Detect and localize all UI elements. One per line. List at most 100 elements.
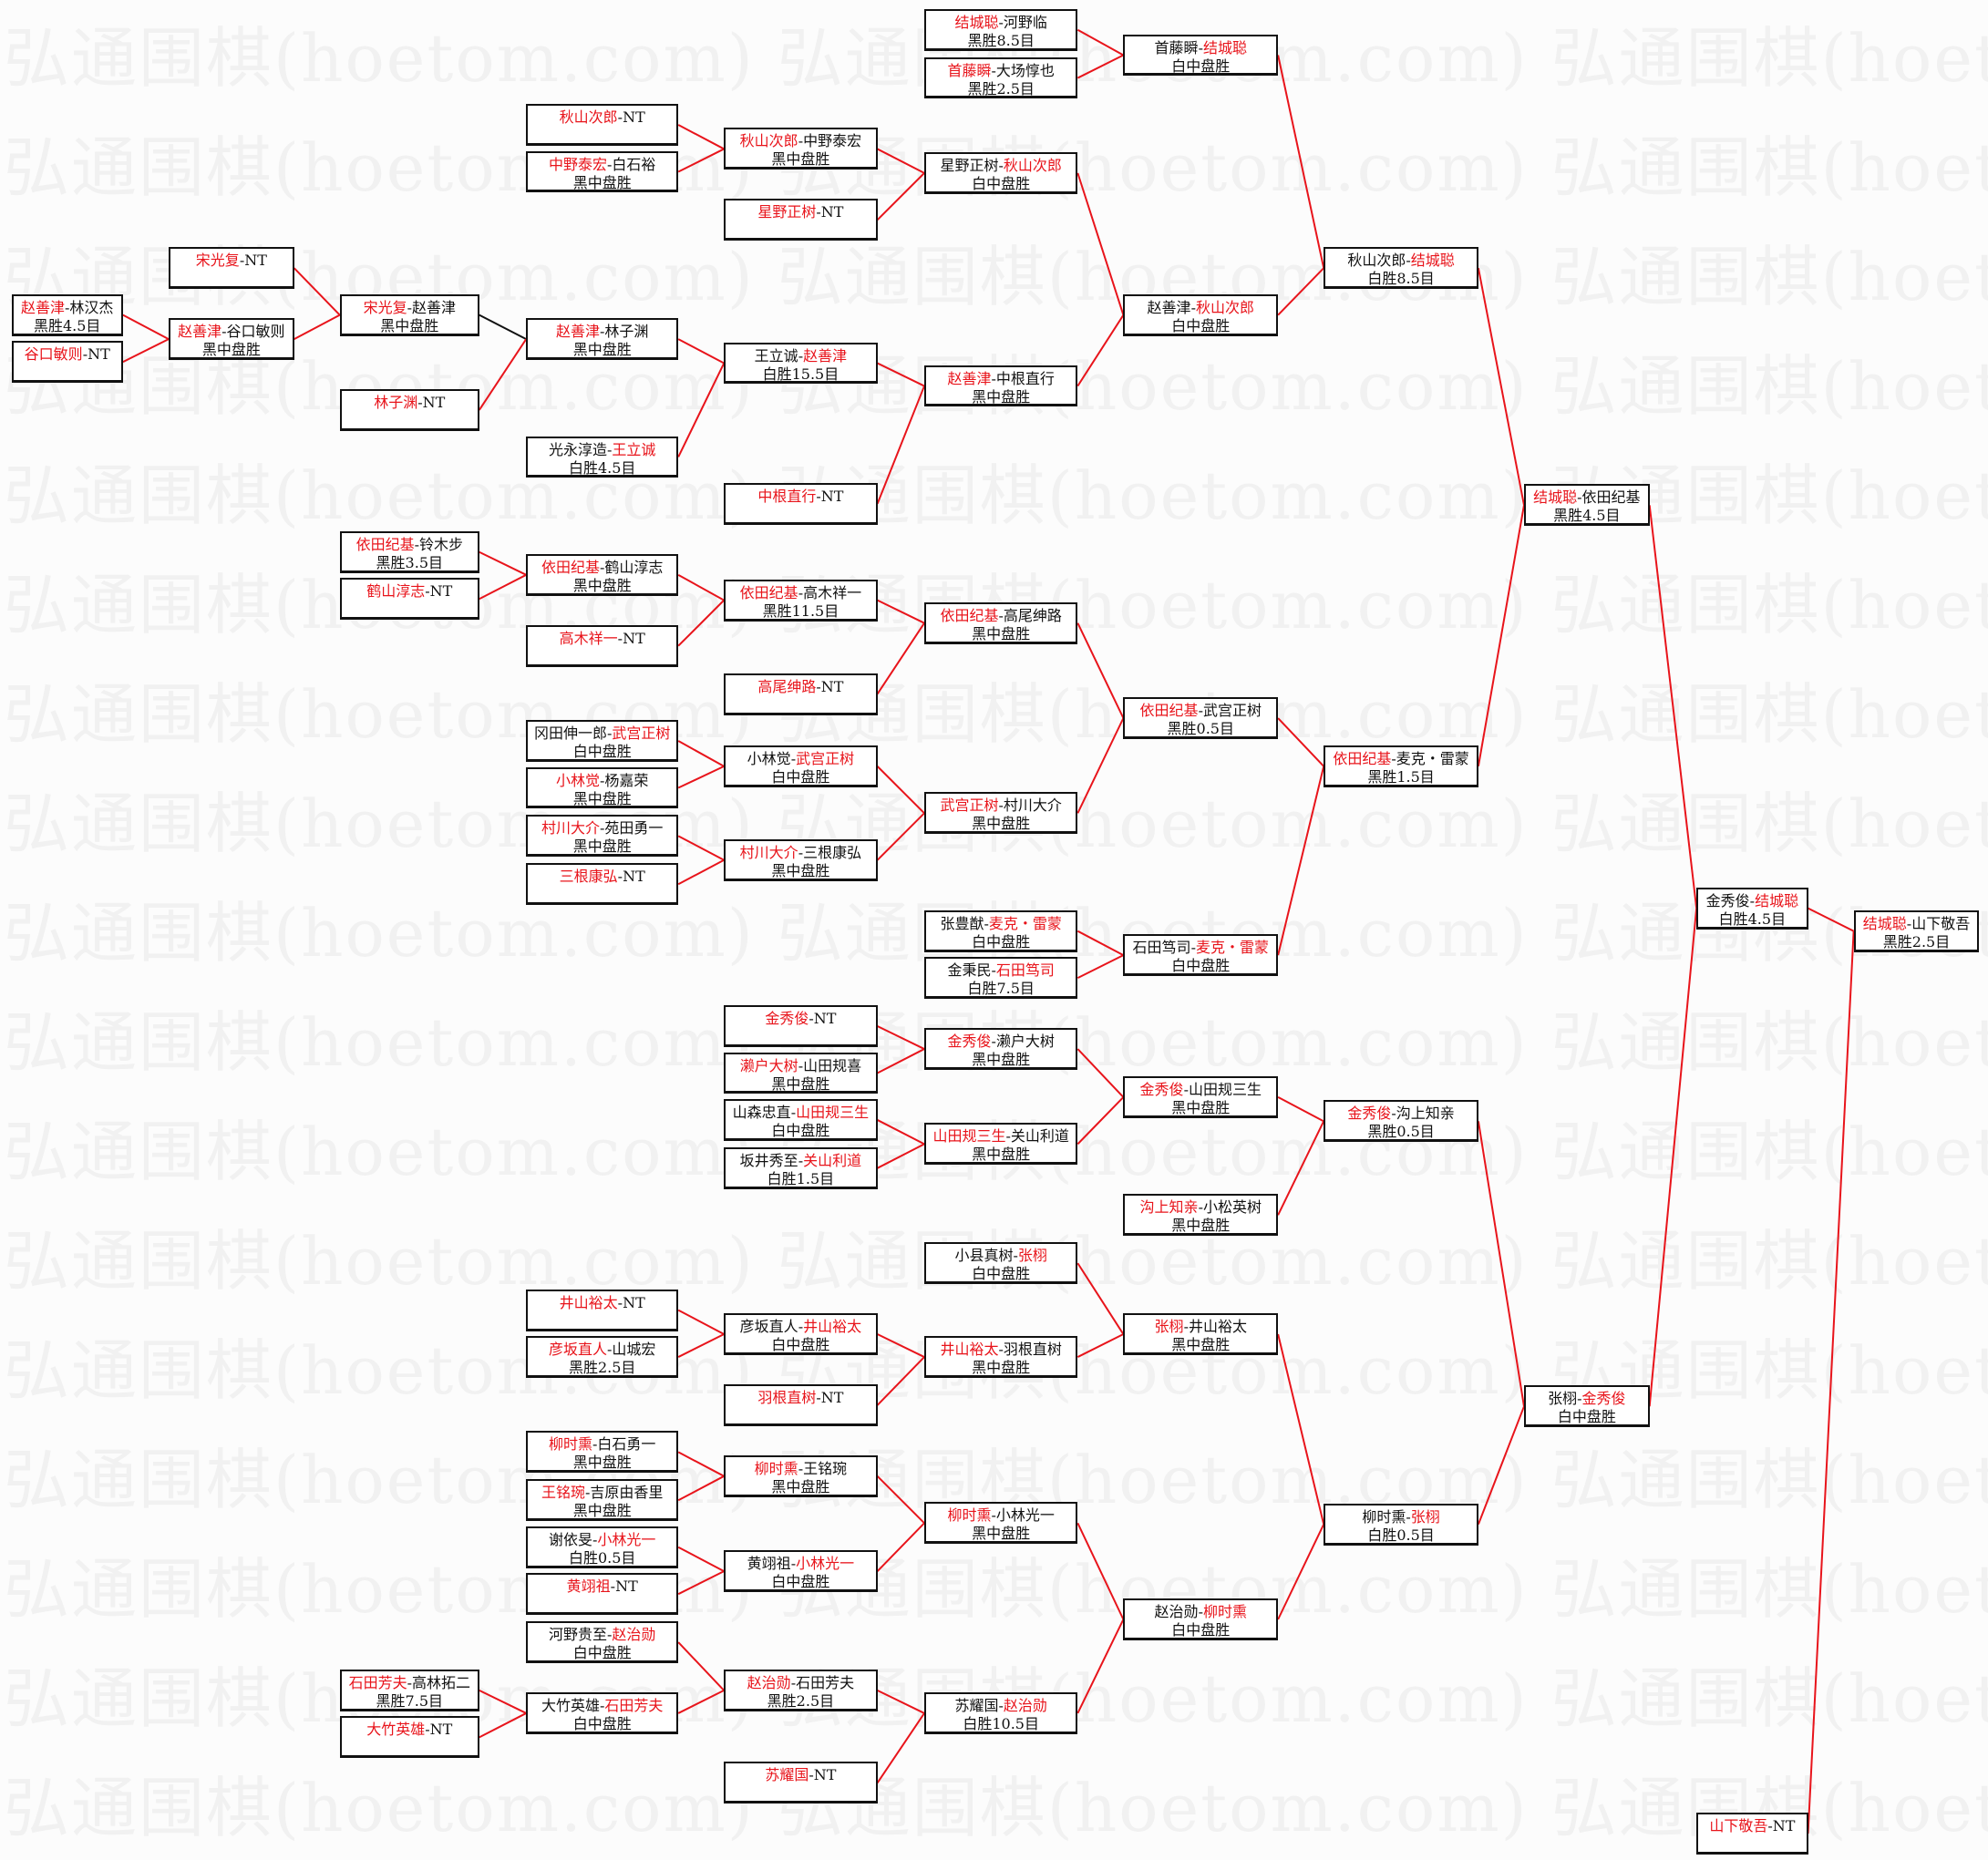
match-box: 秋山次郎-NT: [526, 104, 679, 146]
player-name: 大竹英雄: [541, 1696, 600, 1714]
separator: -: [798, 1056, 804, 1074]
player-name: 关山利道: [1010, 1127, 1069, 1146]
connector-line: [877, 1333, 925, 1358]
separator: -: [610, 1577, 616, 1596]
match-box: 赵善津-谷口敏则 黑中盘胜: [169, 318, 294, 361]
separator: -: [798, 1151, 804, 1169]
match-box: 井山裕太-NT: [526, 1289, 679, 1331]
player-name: 石田芳夫: [604, 1696, 664, 1714]
match-box: 石田笃司-麦克・雷蒙 白中盘胜: [1123, 934, 1279, 977]
match-result: 白中盘胜: [972, 932, 1031, 951]
match-players: 冈田伸一郎-武宫正树: [528, 724, 676, 743]
player-name: 中根直行: [995, 369, 1055, 387]
match-result: 黑中盘胜: [972, 1146, 1031, 1164]
match-box: 王铭琬-吉原由香里 黑中盘胜: [526, 1479, 679, 1522]
connector-line: [479, 573, 527, 601]
match-box: 小林觉-杨嘉荣 黑中盘胜: [526, 766, 679, 809]
player-name: 羽根直树: [1003, 1341, 1062, 1359]
match-box: 赵善津-林子渊 黑中盘胜: [526, 318, 679, 361]
separator: -: [798, 1459, 804, 1477]
match-box: 金秀俊-NT: [724, 1005, 878, 1047]
player-name: 小林觉: [747, 749, 791, 767]
match-box: 依田纪基-武宫正树 黑胜0.5目: [1123, 697, 1279, 739]
player-name: 星野正树: [757, 203, 817, 221]
player-name: 赵治勋: [1003, 1696, 1047, 1714]
player-name: 苏耀国: [765, 1766, 809, 1784]
match-box: 赵善津-中根直行 黑中盘胜: [924, 365, 1078, 407]
match-players: 三根康弘-NT: [528, 868, 676, 886]
match-players: 秋山次郎-结城聪: [1325, 252, 1477, 270]
match-box: 柳时熏-王铭琬 黑中盘胜: [724, 1454, 878, 1497]
connector-line: [877, 362, 925, 387]
match-result: 黑胜3.5目: [376, 553, 443, 571]
match-result: 黑中盘胜: [572, 1454, 632, 1472]
match-result: 黑胜4.5目: [1553, 507, 1621, 525]
player-name: 大竹英雄: [366, 1721, 426, 1739]
match-players: 星野正树-秋山次郎: [926, 157, 1076, 175]
match-box: 山森忠直-山田规三生 白中盘胜: [724, 1098, 878, 1141]
player-name: 赵善津: [803, 346, 848, 365]
separator: -: [790, 749, 797, 767]
separator: -: [425, 582, 430, 601]
match-players: 高尾绅路-NT: [726, 678, 875, 696]
connector-line: [479, 313, 527, 340]
player-name: 山城宏: [612, 1341, 656, 1359]
separator: -: [617, 108, 623, 127]
no-opponent-label: NT: [820, 677, 844, 695]
connector-line: [1076, 622, 1125, 719]
match-box: 小林觉-武宫正树 白中盘胜: [724, 745, 878, 787]
match-result: 黑中盘胜: [572, 173, 632, 191]
separator: -: [417, 394, 423, 412]
match-box: 井山裕太-羽根直树 黑中盘胜: [924, 1336, 1078, 1378]
player-name: 小林光一: [796, 1555, 855, 1573]
match-players: 河野贵至-赵治勋: [528, 1626, 676, 1644]
connector-line: [1648, 908, 1698, 1407]
match-box: 山下敬吾-NT: [1696, 1813, 1808, 1855]
separator: -: [984, 914, 989, 932]
separator: -: [425, 1721, 430, 1739]
separator: -: [1183, 1080, 1189, 1098]
match-box: 山田规三生-关山利道 黑中盘胜: [924, 1123, 1078, 1166]
match-box: 高尾绅路-NT: [724, 673, 878, 715]
match-players: 王铭琬-吉原由香里: [528, 1484, 676, 1502]
player-name: 柳时熏: [1202, 1603, 1247, 1621]
match-players: 山下敬吾-NT: [1698, 1817, 1806, 1835]
separator: -: [1198, 1603, 1203, 1621]
match-result: 白中盘胜: [972, 174, 1031, 192]
player-name: 金秀俊: [1139, 1080, 1184, 1098]
player-name: 苑田勇一: [604, 819, 664, 838]
match-players: 金秀俊-NT: [726, 1010, 875, 1028]
match-result: 黑中盘胜: [572, 576, 632, 594]
separator: -: [617, 629, 623, 647]
player-name: 林子渊: [604, 323, 649, 341]
player-name: 铃木步: [418, 535, 463, 553]
match-box: 黄翊祖-NT: [526, 1573, 679, 1616]
connector-line: [1076, 314, 1125, 387]
match-box: 张豊猷-麦克・雷蒙 白中盘胜: [924, 909, 1078, 952]
match-result: 白中盘胜: [572, 1714, 632, 1732]
connector-line: [479, 1689, 527, 1714]
player-name: 鹤山淳志: [366, 582, 426, 601]
match-box: 首藤瞬-结城聪 白中盘胜: [1123, 34, 1279, 77]
player-name: 星野正树: [940, 156, 999, 174]
match-box: 沟上知亲-小松英树 黑中盘胜: [1123, 1194, 1279, 1237]
match-result: 白中盘胜: [771, 1336, 830, 1354]
match-players: 中野泰宏-白石裕: [528, 156, 676, 174]
no-opponent-label: NT: [88, 345, 110, 364]
match-result: 黑胜4.5目: [33, 316, 101, 334]
match-result: 黑中盘胜: [972, 624, 1031, 642]
connector-line: [478, 338, 528, 411]
player-name: 赵治勋: [612, 1626, 656, 1644]
match-result: 白中盘胜: [1171, 57, 1231, 75]
separator: -: [991, 61, 996, 79]
player-name: 赵善津: [178, 323, 222, 341]
connector-line: [877, 1143, 925, 1169]
player-name: 金秀俊: [1705, 891, 1750, 909]
separator: -: [1406, 252, 1411, 270]
separator: -: [600, 323, 605, 341]
match-box: 石田芳夫-高林拓二 黑胜7.5目: [339, 1669, 479, 1711]
player-name: 濑户大树: [739, 1056, 798, 1074]
match-box: 柳时熏-小林光一 黑中盘胜: [924, 1502, 1078, 1545]
separator: -: [607, 1341, 613, 1359]
player-name: 柳时熏: [548, 1435, 592, 1454]
